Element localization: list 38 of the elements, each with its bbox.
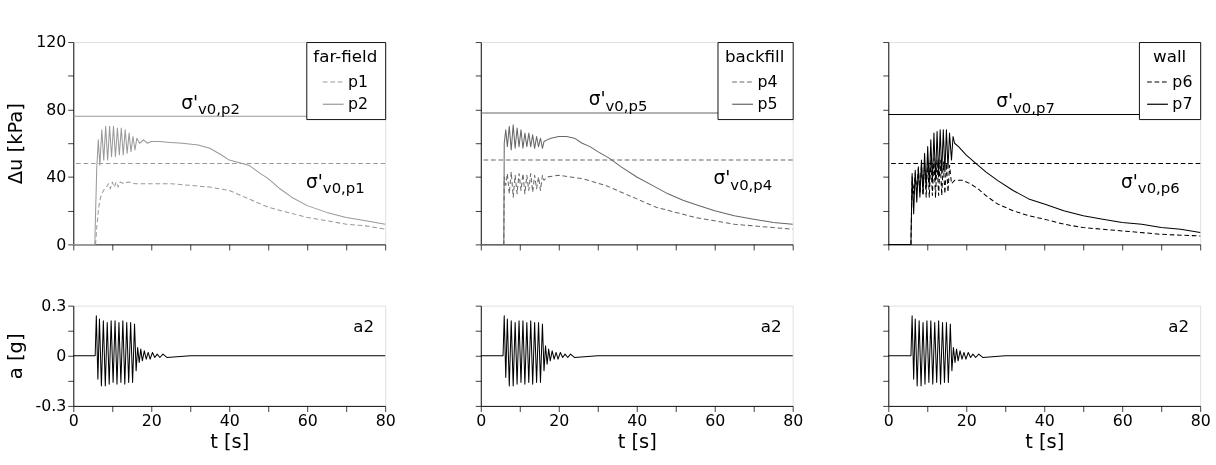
y-tick-label: 0 bbox=[56, 234, 67, 254]
y-tick-label: -0.3 bbox=[35, 396, 67, 416]
annotation: a2 bbox=[760, 315, 782, 336]
legend-title: backfill bbox=[724, 46, 785, 67]
x-tick-label: 60 bbox=[1112, 410, 1133, 430]
x-tick-label: 20 bbox=[956, 410, 977, 430]
x-tick-label: 80 bbox=[375, 410, 396, 430]
legend-title: wall bbox=[1153, 46, 1187, 67]
x-tick-label: 20 bbox=[141, 410, 162, 430]
x-tick-label: 80 bbox=[1190, 410, 1211, 430]
x-tick-label: 0 bbox=[476, 410, 487, 430]
y-tick-label: 80 bbox=[46, 99, 67, 119]
x-tick-label: 0 bbox=[883, 410, 894, 430]
x-tick-label: 40 bbox=[219, 410, 240, 430]
legend-label: p6 bbox=[1172, 71, 1193, 91]
y-axis-title: a [g] bbox=[3, 333, 27, 380]
x-tick-label: 60 bbox=[705, 410, 726, 430]
x-tick-label: 80 bbox=[783, 410, 804, 430]
x-axis-title: t [s] bbox=[617, 430, 657, 454]
annotation: a2 bbox=[353, 315, 375, 336]
y-tick-label: 0.3 bbox=[41, 295, 67, 315]
x-axis-title: t [s] bbox=[1025, 430, 1065, 454]
legend-label: p2 bbox=[348, 93, 369, 113]
x-tick-label: 20 bbox=[549, 410, 570, 430]
x-tick-label: 40 bbox=[1034, 410, 1055, 430]
legend-title: far-field bbox=[313, 46, 378, 67]
annotation: a2 bbox=[1168, 315, 1190, 336]
x-tick-label: 40 bbox=[627, 410, 648, 430]
y-tick-label: 40 bbox=[46, 167, 67, 187]
y-tick-label: 0 bbox=[56, 345, 67, 365]
x-tick-label: 60 bbox=[297, 410, 318, 430]
y-axis-title: Δu [kPa] bbox=[3, 103, 27, 185]
legend-label: p5 bbox=[757, 93, 778, 113]
y-tick-label: 120 bbox=[36, 32, 67, 52]
legend-label: p7 bbox=[1172, 93, 1193, 113]
legend-label: p1 bbox=[348, 71, 369, 91]
legend-label: p4 bbox=[757, 71, 778, 91]
x-axis-title: t [s] bbox=[210, 430, 250, 454]
